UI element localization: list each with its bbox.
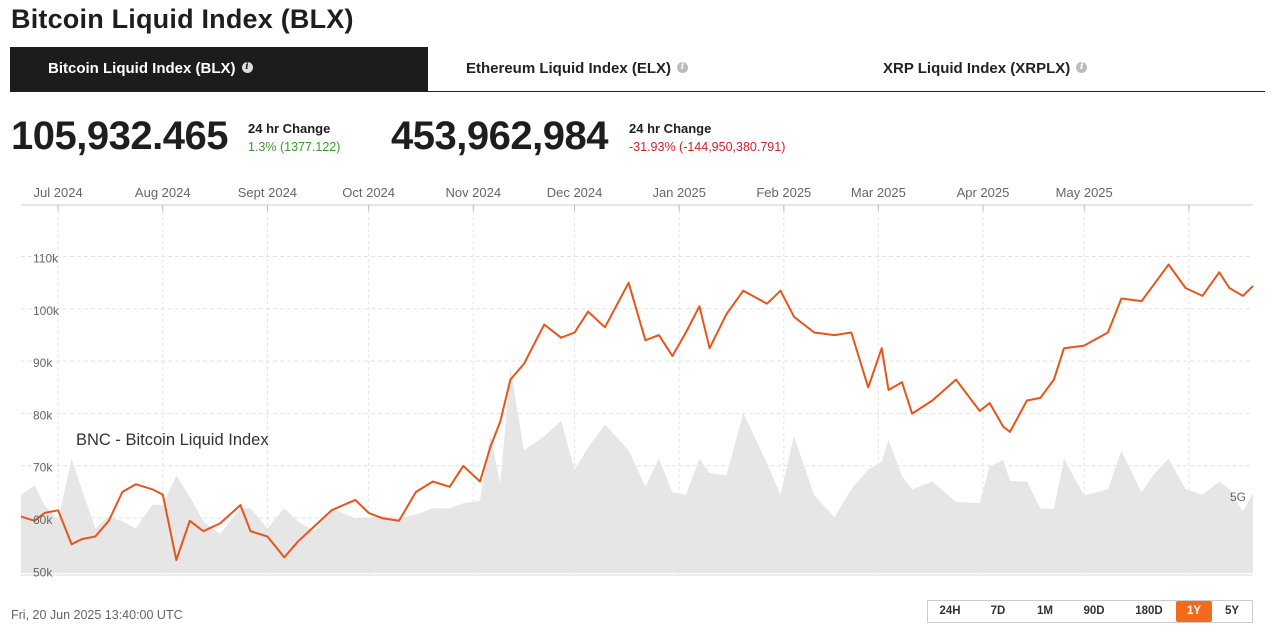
page-title: Bitcoin Liquid Index (BLX) bbox=[11, 4, 354, 34]
price-chart[interactable]: Jul 2024 Aug 2024 Sept 2024 Oct 2024 Nov 202… bbox=[0, 170, 1280, 590]
x-tick-label: Nov 2024 bbox=[445, 185, 501, 200]
volume-area bbox=[21, 367, 1253, 573]
range-24h-button[interactable]: 24H bbox=[939, 605, 961, 617]
x-tick-label: Dec 2024 bbox=[547, 185, 603, 200]
x-tick-label: Sept 2024 bbox=[238, 185, 297, 200]
x-tick-label: Mar 2025 bbox=[851, 185, 906, 200]
tab-label: XRP Liquid Index (XRPLX) bbox=[883, 60, 1071, 77]
range-180d-button[interactable]: 180D bbox=[1135, 605, 1163, 617]
x-tick-label: Jan 2025 bbox=[652, 185, 706, 200]
x-tick-label: Oct 2024 bbox=[342, 185, 395, 200]
volume-change-label: 24 hr Change bbox=[629, 121, 712, 136]
range-1y-button[interactable]: 1Y bbox=[1176, 601, 1212, 622]
range-7d-button[interactable]: 7D bbox=[990, 605, 1006, 617]
info-icon[interactable]: i bbox=[1076, 62, 1088, 73]
y-tick-label: 70k bbox=[33, 461, 53, 475]
tab-label: Bitcoin Liquid Index (BLX) bbox=[48, 60, 236, 77]
x-tick-label: May 2025 bbox=[1056, 185, 1113, 200]
y-tick-label: 60k bbox=[33, 513, 53, 527]
volume-area-path bbox=[21, 367, 1253, 573]
tab-blx[interactable]: Bitcoin Liquid Index (BLX) i bbox=[10, 47, 428, 91]
volume-value: 453,962,984 bbox=[391, 114, 608, 158]
y-tick-label: 100k bbox=[33, 304, 60, 318]
price-stat: 105,932.465 24 hr Change 1.3% (1377.122) bbox=[11, 114, 340, 159]
volume-change-value: -31.93% (-144,950,380.791) bbox=[629, 140, 786, 154]
price-line bbox=[20, 263, 1254, 561]
y-tick-label: 80k bbox=[33, 408, 53, 422]
range-1m-button[interactable]: 1M bbox=[1037, 605, 1053, 617]
price-change-label: 24 hr Change bbox=[248, 121, 331, 136]
price-line-path bbox=[20, 263, 1254, 561]
tab-xrplx[interactable]: XRP Liquid Index (XRPLX) i bbox=[883, 47, 1088, 91]
price-value: 105,932.465 bbox=[11, 114, 228, 158]
y-tick-label: 50k bbox=[33, 565, 53, 579]
chart-title: BNC - Bitcoin Liquid Index bbox=[76, 431, 269, 449]
volume-stat: 453,962,984 24 hr Change -31.93% (-144,9… bbox=[391, 114, 785, 159]
tab-label: Ethereum Liquid Index (ELX) bbox=[466, 60, 672, 77]
range-90d-button[interactable]: 90D bbox=[1083, 605, 1105, 617]
range-selector: 24H 7D 1M 90D 180D 1Y 5Y bbox=[927, 600, 1253, 623]
x-tick-label: Apr 2025 bbox=[957, 185, 1010, 200]
y-tick-label: 90k bbox=[33, 356, 53, 370]
price-change-value: 1.3% (1377.122) bbox=[248, 140, 341, 154]
x-tick-label: Jul 2024 bbox=[34, 185, 83, 200]
timestamp: Fri, 20 Jun 2025 13:40:00 UTC bbox=[11, 608, 183, 622]
range-5y-button[interactable]: 5Y bbox=[1224, 605, 1240, 617]
info-icon[interactable]: i bbox=[677, 62, 689, 73]
tab-elx[interactable]: Ethereum Liquid Index (ELX) i bbox=[466, 47, 689, 91]
x-tick-label: Aug 2024 bbox=[135, 185, 191, 200]
axis-labels: Jul 2024 Aug 2024 Sept 2024 Oct 2024 Nov 202… bbox=[33, 185, 1113, 579]
info-icon[interactable]: i bbox=[241, 62, 253, 73]
volume-scale-label: 5G bbox=[1230, 490, 1246, 504]
x-tick-label: Feb 2025 bbox=[756, 185, 811, 200]
y-tick-label: 110k bbox=[33, 252, 59, 266]
index-tabs: Bitcoin Liquid Index (BLX) i Ethereum Liq… bbox=[10, 47, 1265, 92]
